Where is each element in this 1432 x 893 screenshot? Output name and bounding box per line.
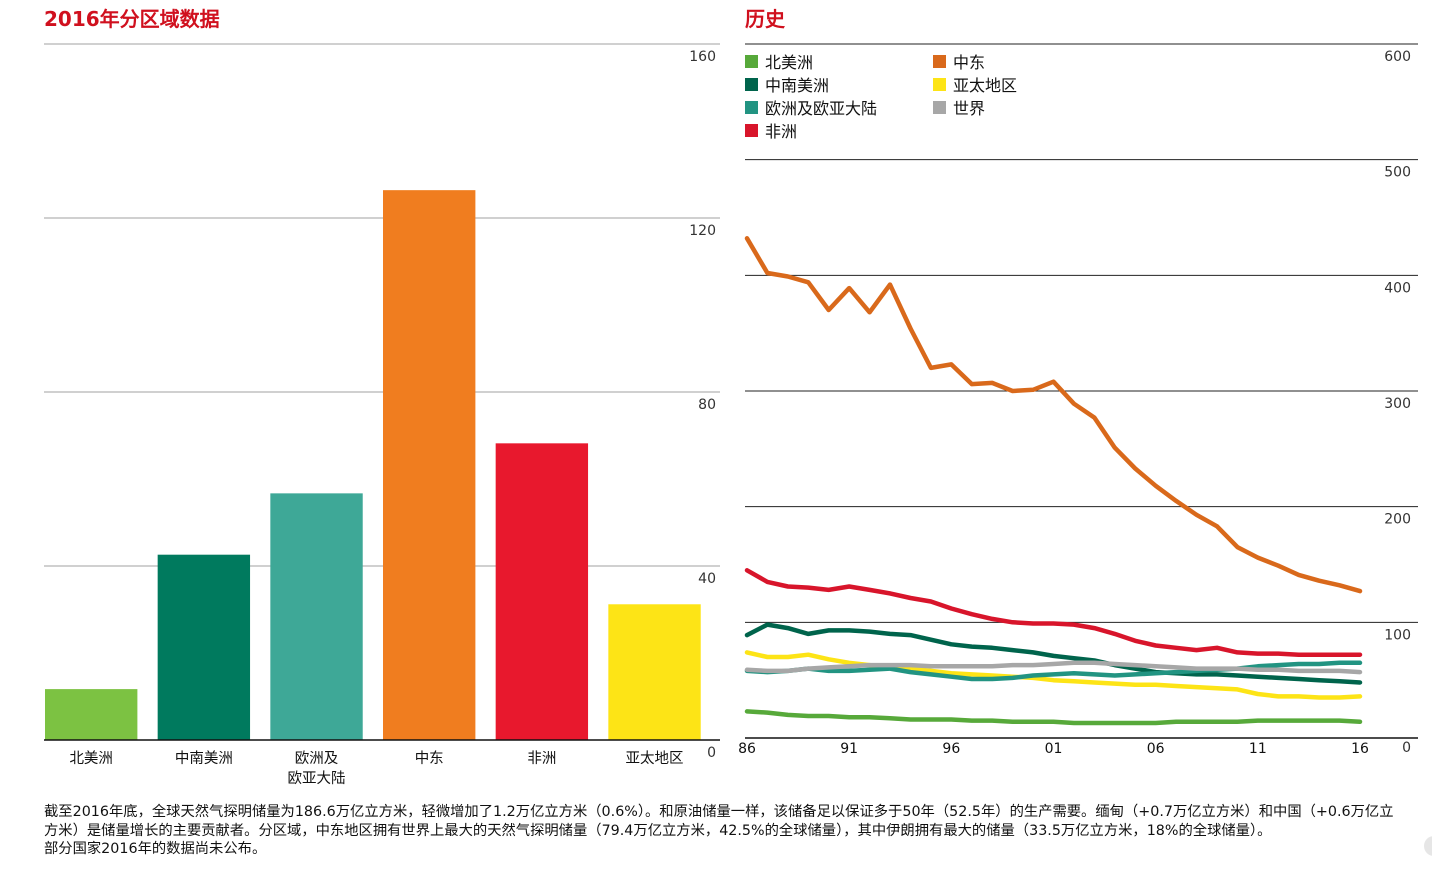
bar bbox=[608, 604, 701, 740]
x-category-label-line: 中东 bbox=[415, 750, 444, 767]
y-tick-label: 200 bbox=[1384, 512, 1411, 528]
bar-chart: 0 40 80 120 160 北美洲 中南美洲 欧洲及欧亚大陆 中东 非洲 亚太地区 bbox=[44, 43, 720, 787]
legend-label: 欧洲及欧亚大陆 bbox=[765, 99, 877, 118]
x-category-label: 北美洲 bbox=[69, 750, 113, 767]
y-tick-label: 0 bbox=[1402, 740, 1411, 756]
x-category-label-line: 中南美洲 bbox=[175, 750, 233, 767]
legend-swatch bbox=[745, 124, 758, 137]
legend-label: 中东 bbox=[953, 53, 985, 72]
x-tick-label: 11 bbox=[1249, 741, 1267, 757]
y-tick-label: 400 bbox=[1384, 280, 1411, 296]
legend-item: 北美洲 bbox=[745, 53, 813, 72]
x-category-label: 亚太地区 bbox=[626, 750, 684, 767]
y-tick-label: 40 bbox=[698, 571, 716, 587]
series-line bbox=[744, 568, 1363, 657]
legend-swatch bbox=[745, 55, 758, 68]
legend-label: 北美洲 bbox=[765, 53, 813, 72]
series-line bbox=[744, 622, 1363, 685]
bar bbox=[270, 493, 363, 740]
series-line bbox=[744, 660, 1363, 682]
legend-swatch bbox=[933, 55, 946, 68]
y-tick-label: 160 bbox=[689, 49, 716, 65]
x-category-label: 中南美洲 bbox=[175, 750, 233, 767]
y-tick-label: 120 bbox=[689, 223, 716, 239]
series-line bbox=[744, 236, 1363, 594]
y-tick-label: 100 bbox=[1384, 627, 1411, 643]
footnote: 截至2016年底，全球天然气探明储量为186.6万亿立方米，轻微增加了1.2万亿… bbox=[44, 803, 1406, 859]
bar bbox=[495, 443, 589, 740]
legend-item: 欧洲及欧亚大陆 bbox=[745, 99, 877, 118]
series-line bbox=[744, 709, 1363, 726]
page-corner-icon bbox=[1424, 836, 1432, 856]
line-chart: 0 100 200 300 400 500 600 86 91 96 01 06 11 16 北美洲中南美洲… bbox=[738, 43, 1418, 757]
x-category-label: 非洲 bbox=[527, 750, 556, 767]
x-tick-label: 16 bbox=[1351, 741, 1369, 757]
bar-chart-title: 2016年分区域数据 bbox=[44, 7, 220, 31]
bar bbox=[157, 554, 251, 740]
x-category-label-line: 北美洲 bbox=[69, 750, 113, 767]
legend-swatch bbox=[933, 101, 946, 114]
legend-label: 世界 bbox=[953, 99, 985, 118]
x-tick-label: 91 bbox=[840, 741, 858, 757]
x-category-label-line: 非洲 bbox=[527, 750, 556, 767]
x-tick-label: 86 bbox=[738, 741, 756, 757]
bar bbox=[383, 190, 476, 740]
x-category-label-line: 欧洲及 bbox=[295, 750, 339, 767]
legend-swatch bbox=[745, 78, 758, 91]
legend-swatch bbox=[745, 101, 758, 114]
bar bbox=[45, 689, 138, 740]
series-line bbox=[744, 660, 1363, 675]
legend-label: 非洲 bbox=[765, 122, 797, 141]
x-tick-label: 06 bbox=[1147, 741, 1165, 757]
y-tick-label: 500 bbox=[1384, 165, 1411, 181]
legend-item: 中东 bbox=[933, 53, 985, 72]
x-tick-label: 96 bbox=[942, 741, 960, 757]
legend-item: 亚太地区 bbox=[933, 76, 1017, 95]
x-category-label-line: 欧亚大陆 bbox=[288, 770, 346, 787]
legend-swatch bbox=[933, 78, 946, 91]
y-tick-label: 80 bbox=[698, 397, 716, 413]
x-category-label: 欧洲及欧亚大陆 bbox=[288, 750, 346, 787]
legend-item: 中南美洲 bbox=[745, 76, 829, 95]
legend-item: 世界 bbox=[933, 99, 985, 118]
legend-item: 非洲 bbox=[745, 122, 797, 141]
x-tick-label: 01 bbox=[1045, 741, 1063, 757]
y-tick-label: 0 bbox=[707, 745, 716, 761]
x-category-label-line: 亚太地区 bbox=[626, 750, 684, 767]
legend-label: 亚太地区 bbox=[953, 76, 1017, 95]
series-line bbox=[744, 650, 1363, 700]
line-chart-title: 历史 bbox=[745, 7, 785, 31]
legend-label: 中南美洲 bbox=[765, 76, 829, 95]
footnote-data-note: 部分国家2016年的数据尚未公布。 bbox=[44, 841, 267, 857]
x-category-label: 中东 bbox=[415, 750, 444, 767]
y-tick-label: 600 bbox=[1384, 49, 1411, 65]
y-tick-label: 300 bbox=[1384, 396, 1411, 412]
footnote-description: 截至2016年底，全球天然气探明储量为186.6万亿立方米，轻微增加了1.2万亿… bbox=[44, 804, 1394, 839]
